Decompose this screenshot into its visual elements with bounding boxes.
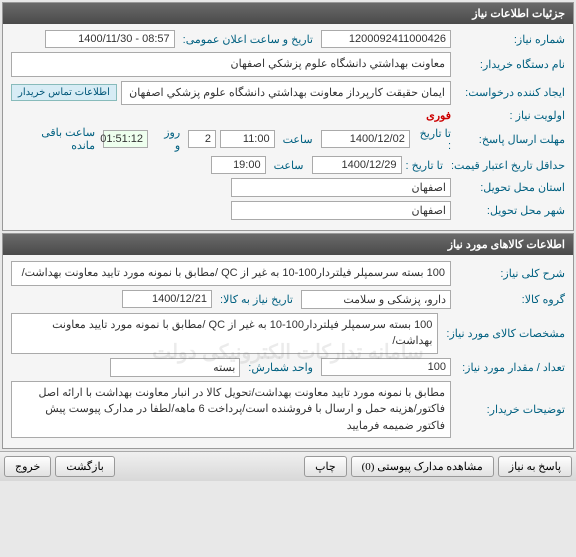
spec-field: 100 بسته سرسمپلر فیلتردار100-10 به غیر ا… [11, 313, 438, 354]
need-date-field: 1400/12/21 [122, 290, 212, 308]
need-number-label: شماره نیاز: [455, 33, 565, 46]
need-details-panel: جزئیات اطلاعات نیاز شماره نیاز: 12000924… [2, 2, 574, 231]
to-date-label-2: تا تاریخ : [406, 159, 443, 172]
to-date-label-1: تا تاریخ : [414, 127, 451, 152]
desc-field: 100 بسته سرسمپلر فیلتردار100-10 به غیر ا… [11, 261, 451, 286]
qty-label: تعداد / مقدار مورد نیاز: [455, 361, 565, 374]
notes-field: مطابق با نمونه مورد تایید معاونت بهداشت/… [11, 381, 451, 439]
reply-time-field: 11:00 [220, 130, 275, 148]
buyer-field: معاونت بهداشتي دانشگاه علوم پزشكي اصفهان [11, 52, 451, 77]
time-label-1: ساعت [279, 133, 317, 146]
group-field: دارو، پزشکی و سلامت [301, 290, 451, 309]
remaining-label: ساعت باقی مانده [11, 126, 99, 152]
footer-spacer [119, 456, 300, 477]
priority-value: فوری [426, 109, 451, 122]
goods-body: سامانه تدارکات الکترونیکی دولت شرح کلی ن… [3, 255, 573, 448]
price-time-field: 19:00 [211, 156, 266, 174]
price-validity-label: حداقل تاریخ اعتبار قیمت: [447, 159, 565, 172]
group-label: گروه کالا: [455, 293, 565, 306]
need-number-field: 1200092411000426 [321, 30, 451, 48]
creator-field: ایمان حقیقت کارپرداز معاونت بهداشتي دانش… [121, 81, 451, 106]
announce-field: 08:57 - 1400/11/30 [45, 30, 175, 48]
back-button[interactable]: بازگشت [55, 456, 115, 477]
print-button[interactable]: چاپ [304, 456, 347, 477]
delivery-city-label: شهر محل تحویل: [455, 204, 565, 217]
goods-panel: اطلاعات کالاهای مورد نیاز سامانه تدارکات… [2, 233, 574, 449]
attachments-button[interactable]: مشاهده مدارک پیوستی (0) [351, 456, 494, 477]
qty-field: 100 [321, 358, 451, 376]
unit-label: واحد شمارش: [244, 361, 317, 374]
spec-label: مشخصات کالای مورد نیاز: [442, 327, 565, 340]
reply-button[interactable]: پاسخ به نیاز [498, 456, 572, 477]
countdown-field: 01:51:12 [103, 130, 148, 148]
delivery-province-field: اصفهان [231, 178, 451, 197]
desc-label: شرح کلی نیاز: [455, 267, 565, 280]
footer-toolbar: پاسخ به نیاز مشاهده مدارک پیوستی (0) چاپ… [0, 451, 576, 481]
reply-deadline-label: مهلت ارسال پاسخ: [455, 133, 565, 146]
unit-field: بسته [110, 358, 240, 377]
time-label-2: ساعت [270, 159, 308, 172]
delivery-province-label: استان محل تحویل: [455, 181, 565, 194]
need-date-label: تاریخ نیاز به کالا: [216, 293, 297, 306]
contact-buyer-button[interactable]: اطلاعات تماس خریدار [11, 84, 117, 101]
notes-label: توضیحات خریدار: [455, 403, 565, 416]
delivery-city-field: اصفهان [231, 201, 451, 220]
days-label: روز و [152, 126, 184, 152]
buyer-label: نام دستگاه خریدار: [455, 58, 565, 71]
price-date-field: 1400/12/29 [312, 156, 402, 174]
reply-date-field: 1400/12/02 [321, 130, 410, 148]
goods-header: اطلاعات کالاهای مورد نیاز [3, 234, 573, 255]
days-field: 2 [188, 130, 216, 148]
priority-label: اولویت نیاز : [455, 109, 565, 122]
need-details-header: جزئیات اطلاعات نیاز [3, 3, 573, 24]
exit-button[interactable]: خروج [4, 456, 51, 477]
creator-label: ایجاد کننده درخواست: [455, 86, 565, 99]
announce-label: تاریخ و ساعت اعلان عمومی: [179, 33, 317, 46]
need-details-body: شماره نیاز: 1200092411000426 تاریخ و ساع… [3, 24, 573, 230]
